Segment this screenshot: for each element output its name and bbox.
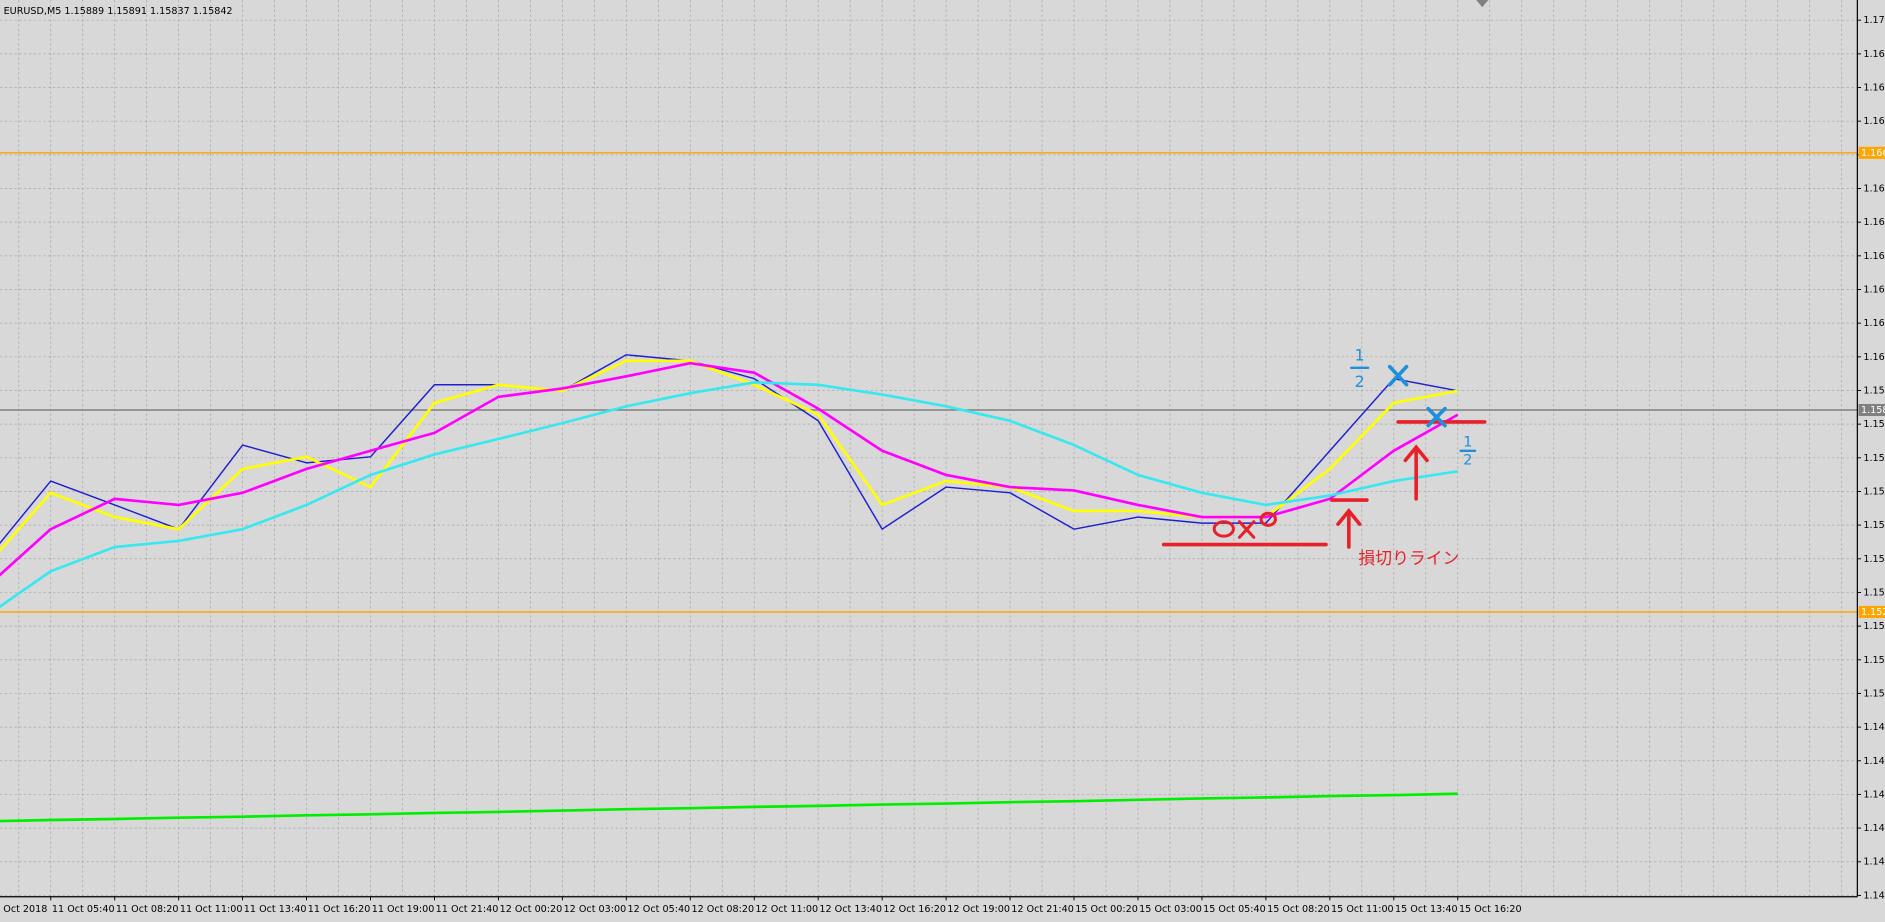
x-tick-label: 12 Oct 08:20 [691, 904, 754, 915]
x-tick-label: 12 Oct 00:20 [500, 904, 563, 915]
price-level-box [1858, 146, 1885, 159]
y-tick-label: 1.170 [1863, 15, 1885, 26]
cross-mark [1387, 364, 1409, 387]
y-tick-label: 1.145 [1863, 857, 1885, 868]
y-tick-label: 1.152 [1863, 621, 1885, 632]
y-tick-label: 1.148 [1863, 756, 1885, 767]
x-tick-label: 11 Oct 19:00 [372, 904, 435, 915]
annotation: 1 [1355, 346, 1365, 364]
x-tick-label: 12 Oct 03:00 [564, 904, 627, 915]
x-tick-label: 15 Oct 03:00 [1139, 904, 1202, 915]
x-tick-label: 11 Oct 05:40 [52, 904, 115, 915]
price-level-label: 1.166 [1861, 148, 1885, 159]
y-tick-label: 1.169 [1863, 49, 1885, 60]
y-tick-label: 1.151 [1863, 655, 1885, 666]
x-tick-label: 11 Oct 21:40 [436, 904, 499, 915]
x-tick-label: 15 Oct 05:40 [1203, 904, 1266, 915]
y-tick-label: 1.154 [1863, 554, 1885, 565]
x-tick-label: 15 Oct 00:20 [1075, 904, 1138, 915]
y-tick-label: 1.146 [1863, 823, 1885, 834]
annotation: 2 [1355, 373, 1365, 391]
x-tick-label: 15 Oct 16:20 [1459, 904, 1522, 915]
x-tick-label: 11 Oct 2018 [0, 904, 47, 915]
y-tick-label: 1.159 [1863, 385, 1885, 396]
price-level-label: 1.152 [1861, 607, 1885, 618]
y-tick-label: 1.160 [1863, 352, 1885, 363]
y-tick-label: 1.163 [1863, 251, 1885, 262]
annotation: 1 [1463, 434, 1472, 450]
arrow [1336, 508, 1362, 549]
circle-mark [1212, 520, 1235, 538]
y-tick-label: 1.144 [1863, 890, 1885, 901]
grid [0, 0, 1858, 897]
series-line [0, 354, 1458, 545]
y-tick-label: 1.150 [1863, 688, 1885, 699]
circle-mark [1259, 511, 1278, 527]
x-tick-label: 11 Oct 13:40 [244, 904, 307, 915]
y-tick-label: 1.155 [1863, 520, 1885, 531]
hand-annotations: 損切りライン 1 2 1 2 [1161, 346, 1487, 568]
plot-area [0, 152, 1858, 823]
x-tick-label: 12 Oct 16:20 [883, 904, 946, 915]
annotation: 2 [1463, 452, 1472, 468]
y-tick-label: 1.168 [1863, 83, 1885, 94]
x-tick-label: 12 Oct 13:40 [819, 904, 882, 915]
y-tick-label: 1.147 [1863, 789, 1885, 800]
series-line [0, 361, 1459, 577]
x-tick-label: 11 Oct 11:00 [180, 904, 243, 915]
x-tick-label: 12 Oct 05:40 [628, 904, 691, 915]
y-tick-label: 1.149 [1863, 722, 1885, 733]
y-tick-label: 1.162 [1863, 284, 1885, 295]
y-tick-label: 1.157 [1863, 453, 1885, 464]
cross-mark [1426, 406, 1447, 428]
price-level-label: 1.158 [1861, 405, 1885, 416]
price-level-box [1858, 403, 1885, 417]
shift-marker [1476, 0, 1489, 8]
y-tick-label: 1.165 [1863, 184, 1885, 195]
series-line [0, 381, 1458, 609]
chart-title: EURUSD,M5 1.15889 1.15891 1.15837 1.1584… [4, 6, 233, 17]
x-tick-label: 11 Oct 16:20 [308, 904, 371, 915]
x-tick-label: 12 Oct 11:00 [755, 904, 818, 915]
x-tick-label: 15 Oct 13:40 [1395, 904, 1458, 915]
x-tick-label: 12 Oct 19:00 [947, 904, 1010, 915]
arrow [1403, 444, 1429, 501]
price-level-box [1858, 605, 1885, 618]
x-tick-label: 15 Oct 08:20 [1267, 904, 1330, 915]
x-tick-label: 11 Oct 08:20 [116, 904, 179, 915]
annotation: 損切りライン [1358, 548, 1459, 568]
x-tick-label: 15 Oct 11:00 [1331, 904, 1394, 915]
y-tick-label: 1.164 [1863, 217, 1885, 228]
y-tick-label: 1.161 [1863, 318, 1885, 329]
y-tick-label: 1.158 [1863, 419, 1885, 430]
series-line [0, 792, 1458, 823]
y-tick-label: 1.153 [1863, 587, 1885, 598]
y-tick-label: 1.156 [1863, 486, 1885, 497]
cross-mark [1237, 520, 1256, 539]
y-tick-label: 1.167 [1863, 116, 1885, 127]
x-tick-label: 12 Oct 21:40 [1011, 904, 1074, 915]
